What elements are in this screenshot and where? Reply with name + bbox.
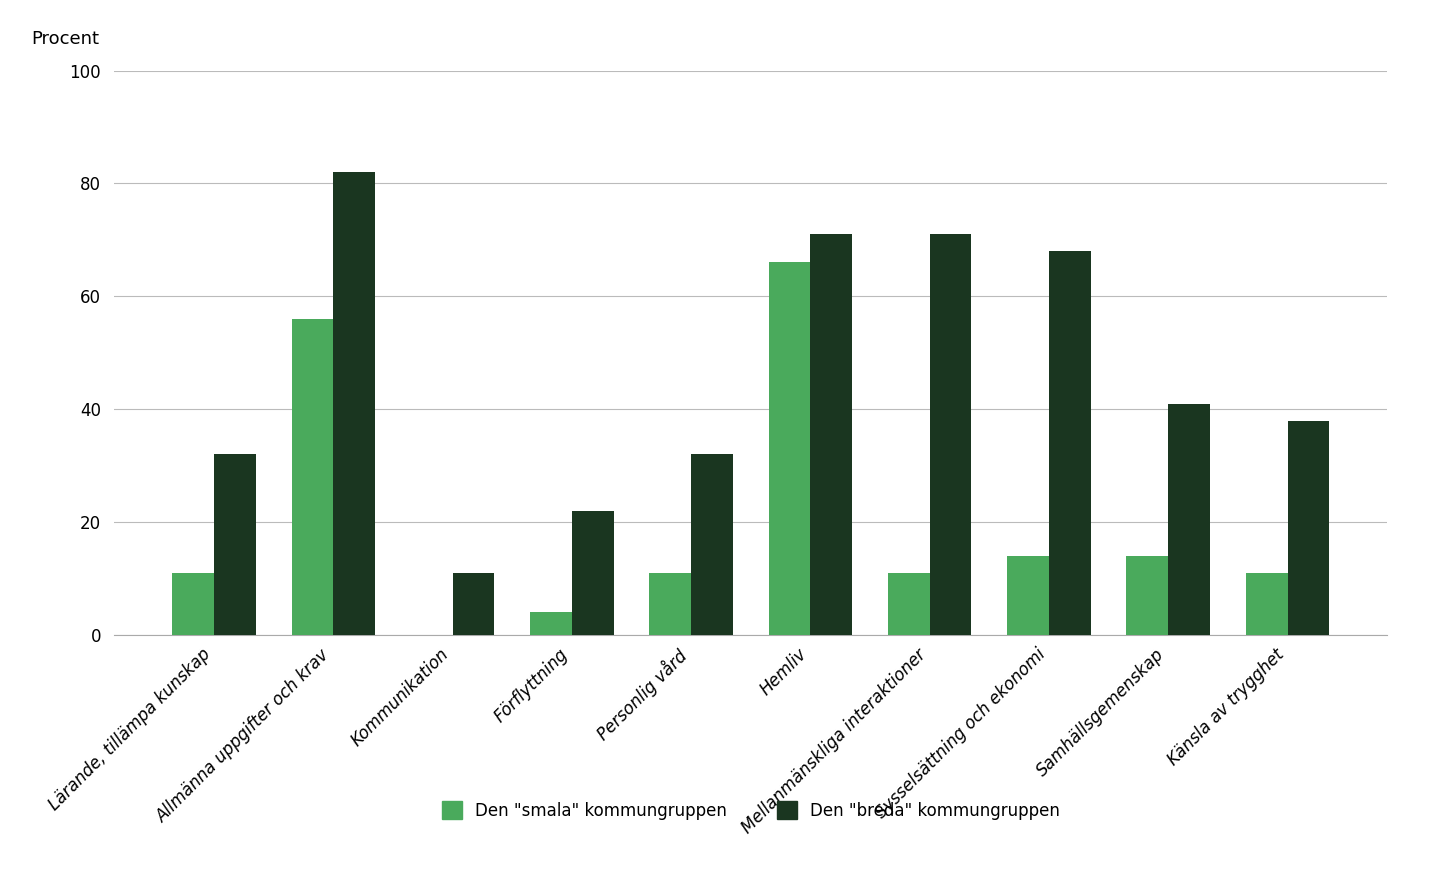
Bar: [572, 511, 613, 635]
Legend: Den "smala" kommungruppen, Den "breda" kommungruppen: Den "smala" kommungruppen, Den "breda" k…: [442, 802, 1060, 819]
Text: Procent: Procent: [31, 30, 100, 48]
Bar: [1287, 421, 1330, 635]
Bar: [649, 573, 691, 635]
Bar: [531, 612, 572, 635]
Bar: [811, 235, 852, 635]
Bar: [769, 263, 811, 635]
Bar: [930, 235, 971, 635]
Bar: [172, 573, 214, 635]
Bar: [691, 454, 732, 635]
Bar: [452, 573, 495, 635]
Bar: [1127, 556, 1168, 635]
Bar: [1246, 573, 1287, 635]
Bar: [292, 319, 333, 635]
Bar: [888, 573, 930, 635]
Bar: [1007, 556, 1050, 635]
Bar: [214, 454, 256, 635]
Bar: [333, 172, 375, 635]
Bar: [1168, 404, 1210, 635]
Bar: [1050, 251, 1091, 635]
